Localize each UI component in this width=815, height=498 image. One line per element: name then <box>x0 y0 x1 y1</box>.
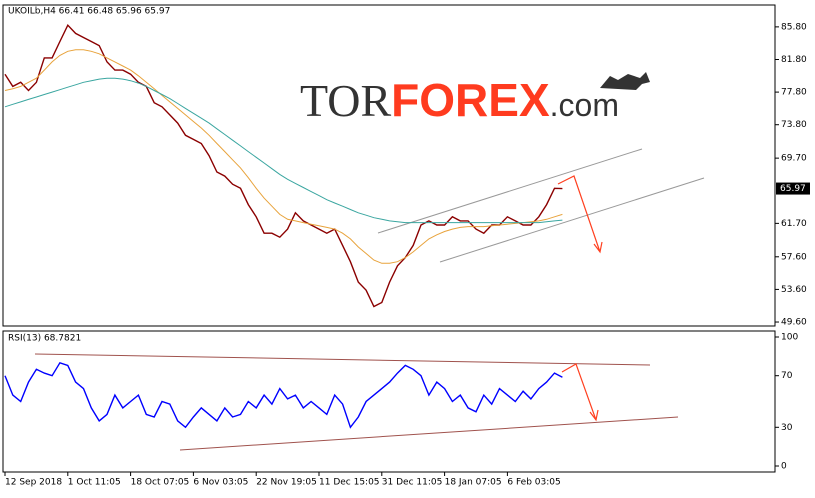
y-tick-label: 30 <box>781 423 793 433</box>
channel-line <box>377 148 643 234</box>
rsi-lines <box>34 353 679 451</box>
x-tick-label: 1 Oct 11:05 <box>68 478 121 488</box>
price-panel <box>2 4 776 327</box>
y-tick-label: 53.60 <box>781 285 807 295</box>
x-tick-label: 6 Feb 03:05 <box>507 478 560 488</box>
y-tick-label: 81.80 <box>781 55 807 65</box>
logo: TORFOREX.com <box>300 72 650 126</box>
trend-line <box>34 353 651 366</box>
y-tick-label: 100 <box>781 333 798 343</box>
y-tick-label: 0 <box>781 462 787 472</box>
series-line <box>4 77 563 224</box>
arrow <box>561 363 599 422</box>
channel-line <box>439 177 705 263</box>
y-tick-label: 49.60 <box>781 318 807 328</box>
channel <box>377 148 705 263</box>
x-tick-label: 31 Dec 11:05 <box>382 478 443 488</box>
arrows <box>557 175 603 422</box>
trend-line <box>179 416 679 451</box>
logo-forex: FOREX <box>391 74 550 126</box>
x-tick-label: 11 Dec 15:05 <box>319 478 380 488</box>
price-label: 65.97 <box>780 184 806 194</box>
x-tick-label: 12 Sep 2018 <box>5 478 62 488</box>
series-line <box>4 361 563 429</box>
x-tick-label: 18 Oct 07:05 <box>131 478 190 488</box>
y-tick-label: 77.80 <box>781 88 807 98</box>
logo-part: TORFOREX.com <box>300 74 619 126</box>
x-tick-label: 6 Nov 03:05 <box>193 478 248 488</box>
logo-bull <box>600 72 650 90</box>
y-tick-label: 57.60 <box>781 252 807 262</box>
y-tick-label: 70 <box>781 371 793 381</box>
logo-com: .com <box>550 87 619 123</box>
x-tick-label: 18 Jan 07:05 <box>445 478 502 488</box>
y-tick-label: 61.70 <box>781 219 807 229</box>
series-line <box>4 49 563 264</box>
x-tick-label: 22 Nov 19:05 <box>256 478 317 488</box>
y-tick-label: 85.80 <box>781 22 807 32</box>
arrow <box>557 175 603 254</box>
rsi-title: RSI(13) 68.7821 <box>8 334 81 344</box>
chart-title: UKOILb,H4 66.41 66.48 65.96 65.97 <box>8 7 170 17</box>
y-tick-label: 73.80 <box>781 120 807 130</box>
logo-tor: TOR <box>300 75 391 126</box>
y-tick-label: 69.70 <box>781 154 807 164</box>
price-marker <box>776 182 810 195</box>
